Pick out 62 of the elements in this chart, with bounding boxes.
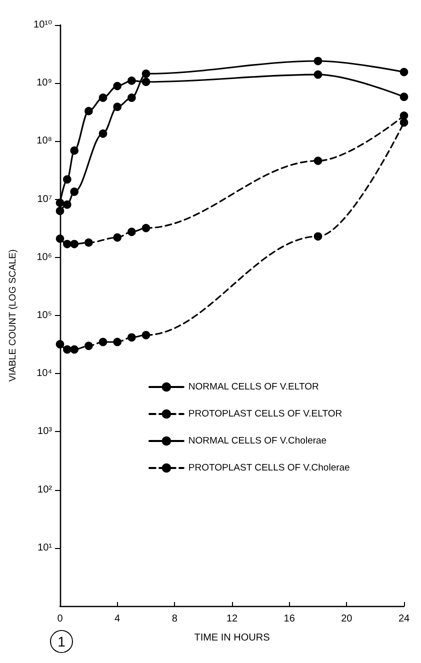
legend-label: PROTOPLAST CELLS OF V.ELTOR (188, 408, 342, 420)
text: 1 (58, 634, 66, 650)
point (142, 78, 150, 86)
y-tick-label: 10² (38, 484, 53, 496)
point (98, 129, 108, 138)
point (70, 146, 78, 155)
point (63, 200, 72, 209)
x-tick-label: 8 (172, 614, 178, 624)
y-tick-label: 10¹⁰ (34, 20, 52, 30)
y-tick-label: 10³ (38, 426, 53, 438)
point (314, 156, 322, 165)
point (70, 345, 78, 354)
y-tick-label: 10⁷ (37, 194, 52, 205)
y-tick-label: 10⁸ (36, 136, 52, 147)
point (70, 188, 78, 196)
y-tick-label: 10⁹ (36, 78, 52, 89)
point (314, 232, 322, 241)
y-tick-label: 10⁵ (36, 310, 52, 321)
point (128, 76, 136, 85)
point (128, 333, 136, 342)
point (63, 240, 72, 248)
point (400, 112, 408, 120)
x-tick-label: 16 (284, 614, 296, 624)
point (84, 342, 93, 350)
x-tick-label: 20 (341, 614, 353, 624)
point (400, 92, 408, 101)
point (314, 56, 322, 66)
point (56, 198, 64, 207)
point (142, 224, 150, 232)
point (113, 82, 122, 90)
point (98, 94, 108, 102)
x-tick-label: 12 (226, 614, 238, 624)
point (142, 70, 150, 78)
y-tick-label: 10⁶ (36, 252, 52, 263)
point (98, 338, 108, 346)
point (56, 340, 64, 348)
point (113, 338, 122, 346)
x-tick-label: 4 (114, 614, 121, 624)
x-tick-label: 24 (398, 614, 410, 624)
point (56, 234, 64, 243)
point (113, 233, 122, 242)
y-axis-title: VIABLE COUNT (LOG SCALE) (8, 249, 18, 382)
point (400, 68, 408, 76)
x-axis-title: TIME IN HOURS (194, 632, 270, 644)
legend-label: PROTOPLAST CELLS OF V.Cholerae (188, 462, 350, 474)
point (128, 228, 136, 236)
point (70, 240, 78, 248)
point (113, 102, 122, 112)
point (128, 94, 136, 102)
point (142, 330, 150, 340)
point (56, 206, 64, 216)
y-tick-label: 10⁴ (36, 368, 52, 380)
point (84, 106, 93, 116)
y-tick-label: 10¹ (38, 542, 53, 554)
point (314, 70, 322, 79)
legend-label: NORMAL CELLS OF V.ELTOR (188, 382, 319, 392)
point (84, 238, 93, 247)
point (400, 118, 408, 127)
x-tick-label: 0 (57, 614, 64, 624)
legend-label: NORMAL CELLS OF V.Cholerae (188, 436, 327, 446)
point (63, 345, 72, 354)
point (63, 175, 72, 184)
